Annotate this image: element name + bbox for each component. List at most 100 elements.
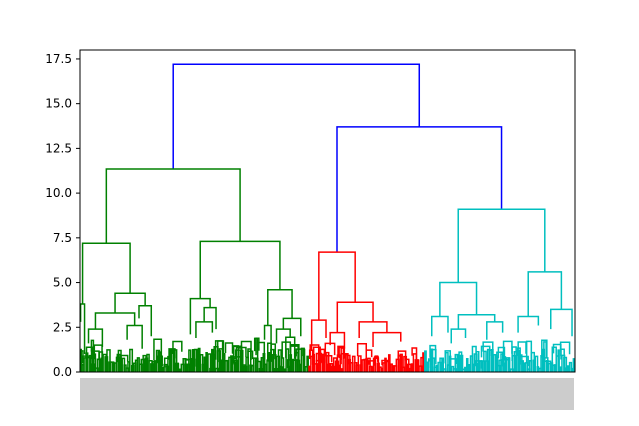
- low-merge-link-1-9: [325, 351, 330, 372]
- low-merge-link-1-13: [332, 357, 338, 372]
- low-merge-link-2-22: [465, 358, 469, 372]
- mid-merge-link-2-21: [516, 347, 521, 365]
- low-merge-link-2-59: [536, 366, 540, 372]
- low-merge-link-0-61: [195, 349, 199, 372]
- low-merge-link-2-53: [525, 362, 529, 372]
- link-cluster_3-28: [457, 314, 496, 330]
- axes-frame: [79, 49, 576, 373]
- link-cluster_2-18: [318, 251, 356, 321]
- link-cluster_1-15: [126, 324, 143, 349]
- link-cluster_1-16: [195, 321, 214, 339]
- link-cluster_3-24: [457, 208, 546, 283]
- low-merge-link-0-85: [241, 364, 247, 372]
- y-tick-label: 0.0: [53, 365, 72, 379]
- low-merge-link-0-52: [178, 368, 182, 372]
- low-merge-link-0-88: [247, 348, 252, 372]
- mid-merge-link-2-3: [480, 345, 491, 358]
- low-merge-link-2-4: [431, 357, 436, 372]
- link-cluster_3-26: [527, 271, 563, 317]
- low-merge-link-2-68: [553, 364, 557, 372]
- low-merge-link-0-63: [199, 353, 204, 372]
- mid-merge-link-2-17: [517, 355, 529, 368]
- mid-merge-link-2-15: [497, 346, 506, 360]
- leaf-tick-marks: [80, 378, 574, 410]
- low-merge-link-1-55: [412, 353, 418, 372]
- low-merge-link-0-107: [283, 368, 287, 372]
- link-cluster_1-3: [81, 242, 131, 305]
- low-merge-link-2-58: [534, 355, 539, 372]
- mid-merge-link-0-35: [163, 357, 172, 368]
- mid-merge-link-1-4: [411, 347, 418, 360]
- mid-merge-link-0-32: [232, 345, 240, 357]
- low-merge-link-1-60: [422, 352, 425, 372]
- mid-merge-link-0-24: [255, 337, 260, 356]
- low-merge-link-0-105: [279, 365, 283, 372]
- low-merge-link-0-58: [190, 358, 193, 372]
- low-merge-link-2-64: [545, 359, 549, 372]
- mid-merge-link-0-26: [267, 342, 272, 362]
- link-cluster_1-8: [267, 288, 293, 326]
- low-merge-link-1-31: [367, 357, 371, 372]
- low-merge-link-1-48: [399, 353, 403, 372]
- low-merge-link-0-66: [205, 352, 208, 372]
- low-merge-link-2-78: [572, 358, 576, 372]
- link-cluster_1-13: [282, 317, 302, 337]
- y-tick-label: 7.5: [53, 231, 72, 245]
- mid-merge-link-2-20: [471, 345, 477, 364]
- link-cluster_1-17: [275, 328, 291, 344]
- low-merge-link-2-71: [559, 366, 562, 372]
- low-merge-link-0-117: [302, 348, 306, 372]
- mid-merge-link-2-16: [525, 340, 533, 363]
- link-cluster_2-22: [358, 321, 388, 339]
- link-cluster_1-6: [114, 292, 146, 313]
- y-tick-label: 2.5: [53, 320, 72, 334]
- mid-merge-link-2-8: [449, 358, 458, 368]
- mid-merge-link-2-14: [501, 358, 510, 367]
- mid-merge-link-0-36: [156, 355, 163, 367]
- mid-merge-link-2-4: [543, 360, 552, 368]
- low-merge-link-0-51: [176, 363, 180, 372]
- mid-merge-link-0-15: [280, 357, 285, 368]
- mid-merge-link-0-31: [216, 340, 225, 357]
- low-merge-link-1-0: [308, 365, 311, 372]
- low-merge-link-2-23: [467, 364, 471, 372]
- mid-merge-link-0-37: [90, 339, 95, 362]
- link-above_threshold-0: [172, 63, 421, 169]
- mid-merge-link-1-2: [397, 350, 407, 364]
- mid-merge-link-2-11: [427, 358, 433, 368]
- low-merge-link-2-21: [464, 366, 467, 372]
- mid-merge-link-0-7: [295, 348, 303, 357]
- low-merge-link-0-93: [256, 360, 261, 372]
- low-merge-link-0-59: [191, 348, 195, 372]
- mid-merge-link-2-25: [430, 348, 437, 365]
- low-merge-link-1-44: [391, 365, 395, 372]
- link-cluster_3-27: [431, 315, 449, 337]
- mid-merge-link-1-13: [322, 355, 333, 364]
- low-merge-link-2-9: [441, 358, 444, 372]
- y-tick-label: 12.5: [45, 141, 72, 155]
- low-merge-link-2-52: [523, 362, 526, 372]
- mid-merge-link-0-38: [247, 350, 254, 360]
- low-merge-link-2-42: [504, 362, 507, 372]
- low-merge-link-0-43: [161, 366, 165, 372]
- y-tick-label: 10.0: [45, 186, 72, 200]
- mid-merge-link-1-1: [381, 359, 391, 366]
- low-merge-link-0-11: [100, 357, 104, 372]
- mid-merge-link-0-18: [256, 341, 266, 362]
- low-merge-link-2-28: [477, 362, 481, 372]
- link-cluster_1-14: [87, 328, 104, 347]
- low-merge-link-2-6: [435, 364, 439, 372]
- mid-merge-link-2-13: [559, 341, 571, 355]
- low-merge-link-0-33: [142, 354, 147, 372]
- y-tick-label: 5.0: [53, 276, 72, 290]
- link-cluster_2-23: [372, 331, 402, 347]
- y-axis: 0.0 2.5 5.0 7.5 10.0 12.5 15.0 17.5: [45, 52, 80, 379]
- link-above_threshold-1: [336, 126, 503, 253]
- mid-merge-link-0-0: [116, 353, 121, 363]
- low-merge-link-0-14: [106, 349, 111, 372]
- mid-merge-link-2-22: [551, 346, 557, 365]
- mid-merge-link-2-6: [474, 360, 483, 369]
- link-cluster_2-21: [329, 331, 346, 349]
- low-merge-link-0-21: [119, 362, 123, 372]
